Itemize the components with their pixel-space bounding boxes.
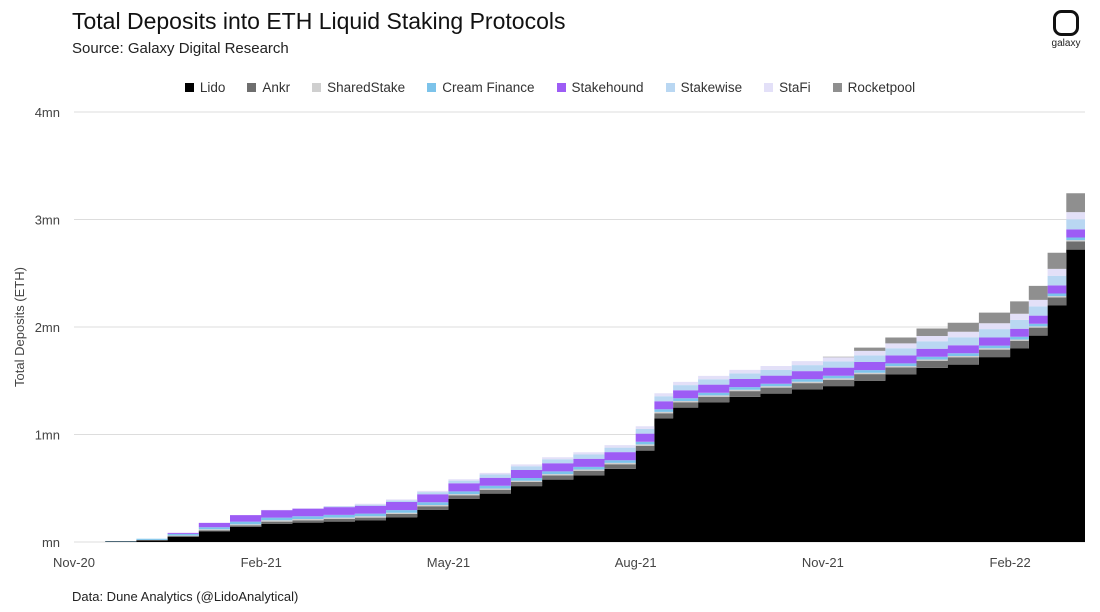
legend-label: Cream Finance	[442, 80, 535, 95]
legend-label: Stakehound	[571, 80, 644, 95]
x-tick-label: Aug-21	[615, 555, 657, 570]
legend-swatch	[764, 83, 774, 92]
galaxy-logo-text: galaxy	[1051, 38, 1081, 49]
legend-swatch	[832, 83, 842, 92]
legend-swatch	[312, 83, 322, 92]
x-tick-label: Feb-22	[990, 555, 1031, 570]
legend-item-rocketpool[interactable]: Rocketpool	[832, 80, 916, 95]
x-tick-label: Nov-21	[802, 555, 844, 570]
legend-label: Rocketpool	[847, 80, 916, 95]
legend-label: Lido	[199, 80, 226, 95]
galaxy-logo-icon	[1053, 10, 1079, 36]
series-areas	[74, 170, 1085, 543]
legend-item-lido[interactable]: Lido	[184, 80, 226, 95]
legend-label: Stakewise	[680, 80, 743, 95]
legend-label: SharedStake	[327, 80, 406, 95]
data-source-note: Data: Dune Analytics (@LidoAnalytical)	[72, 589, 299, 604]
axes: mn 1mn 2mn 3mn 4mn Nov-20 Feb-21 May-21 Aug-21 No…	[12, 105, 1031, 570]
legend-item-ankr[interactable]: Ankr	[247, 80, 290, 95]
chart-title: Total Deposits into ETH Liquid Staking P…	[72, 8, 566, 34]
legend-item-stakewise[interactable]: Stakewise	[665, 80, 743, 95]
x-tick-label: Feb-21	[241, 555, 282, 570]
legend-item-stakehound[interactable]: Stakehound	[556, 80, 644, 95]
series-area-lido	[74, 230, 1085, 543]
legend-label: StaFi	[779, 80, 811, 95]
chart-subtitle: Source: Galaxy Digital Research	[72, 40, 289, 57]
legend-swatch	[247, 83, 257, 92]
y-tick-label: mn	[42, 535, 60, 550]
y-tick-label: 1mn	[35, 428, 60, 443]
legend-item-stafi[interactable]: StaFi	[764, 80, 811, 95]
legend-swatch	[427, 83, 437, 92]
legend-item-cream-finance[interactable]: Cream Finance	[427, 80, 535, 95]
legend-swatch	[665, 83, 675, 92]
legend-swatch	[184, 83, 194, 92]
y-tick-label: 4mn	[35, 105, 60, 120]
y-tick-label: 2mn	[35, 320, 60, 335]
galaxy-logo: galaxy	[1046, 10, 1086, 56]
legend-label: Ankr	[262, 80, 291, 95]
legend-item-sharedstake[interactable]: SharedStake	[312, 80, 405, 95]
y-tick-label: 3mn	[35, 213, 60, 228]
legend-swatch	[556, 83, 566, 92]
x-tick-label: May-21	[427, 555, 470, 570]
x-tick-label: Nov-20	[53, 555, 95, 570]
y-axis-title: Total Deposits (ETH)	[12, 267, 27, 387]
chart-legend: Lido Ankr SharedStake Cream Finance Stakehou…	[0, 80, 1100, 95]
